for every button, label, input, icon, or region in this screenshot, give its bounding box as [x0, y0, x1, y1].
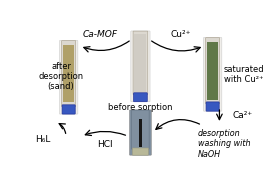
Text: HCl: HCl: [97, 140, 113, 149]
Text: saturated
with Cu²⁺: saturated with Cu²⁺: [223, 65, 264, 84]
Text: H₆L: H₆L: [35, 135, 50, 144]
Text: after
desorption
(sand): after desorption (sand): [38, 62, 84, 91]
Bar: [139, 119, 142, 147]
FancyBboxPatch shape: [62, 41, 76, 107]
FancyBboxPatch shape: [132, 148, 149, 155]
Bar: [207, 42, 218, 100]
FancyBboxPatch shape: [134, 93, 147, 102]
FancyBboxPatch shape: [131, 31, 150, 102]
FancyBboxPatch shape: [130, 110, 151, 155]
Text: Ca-MOF: Ca-MOF: [82, 30, 118, 39]
Text: Cu²⁺: Cu²⁺: [171, 30, 191, 39]
FancyBboxPatch shape: [133, 31, 148, 94]
Text: before sorption: before sorption: [108, 103, 173, 112]
FancyBboxPatch shape: [203, 38, 222, 111]
FancyBboxPatch shape: [59, 40, 78, 114]
Bar: [134, 34, 147, 92]
Text: desorption
washing with
NaOH: desorption washing with NaOH: [198, 129, 250, 159]
FancyBboxPatch shape: [132, 110, 149, 149]
Text: Ca²⁺: Ca²⁺: [233, 111, 253, 120]
FancyBboxPatch shape: [62, 105, 75, 114]
Bar: [63, 45, 75, 102]
FancyBboxPatch shape: [206, 102, 219, 111]
FancyBboxPatch shape: [206, 38, 220, 104]
